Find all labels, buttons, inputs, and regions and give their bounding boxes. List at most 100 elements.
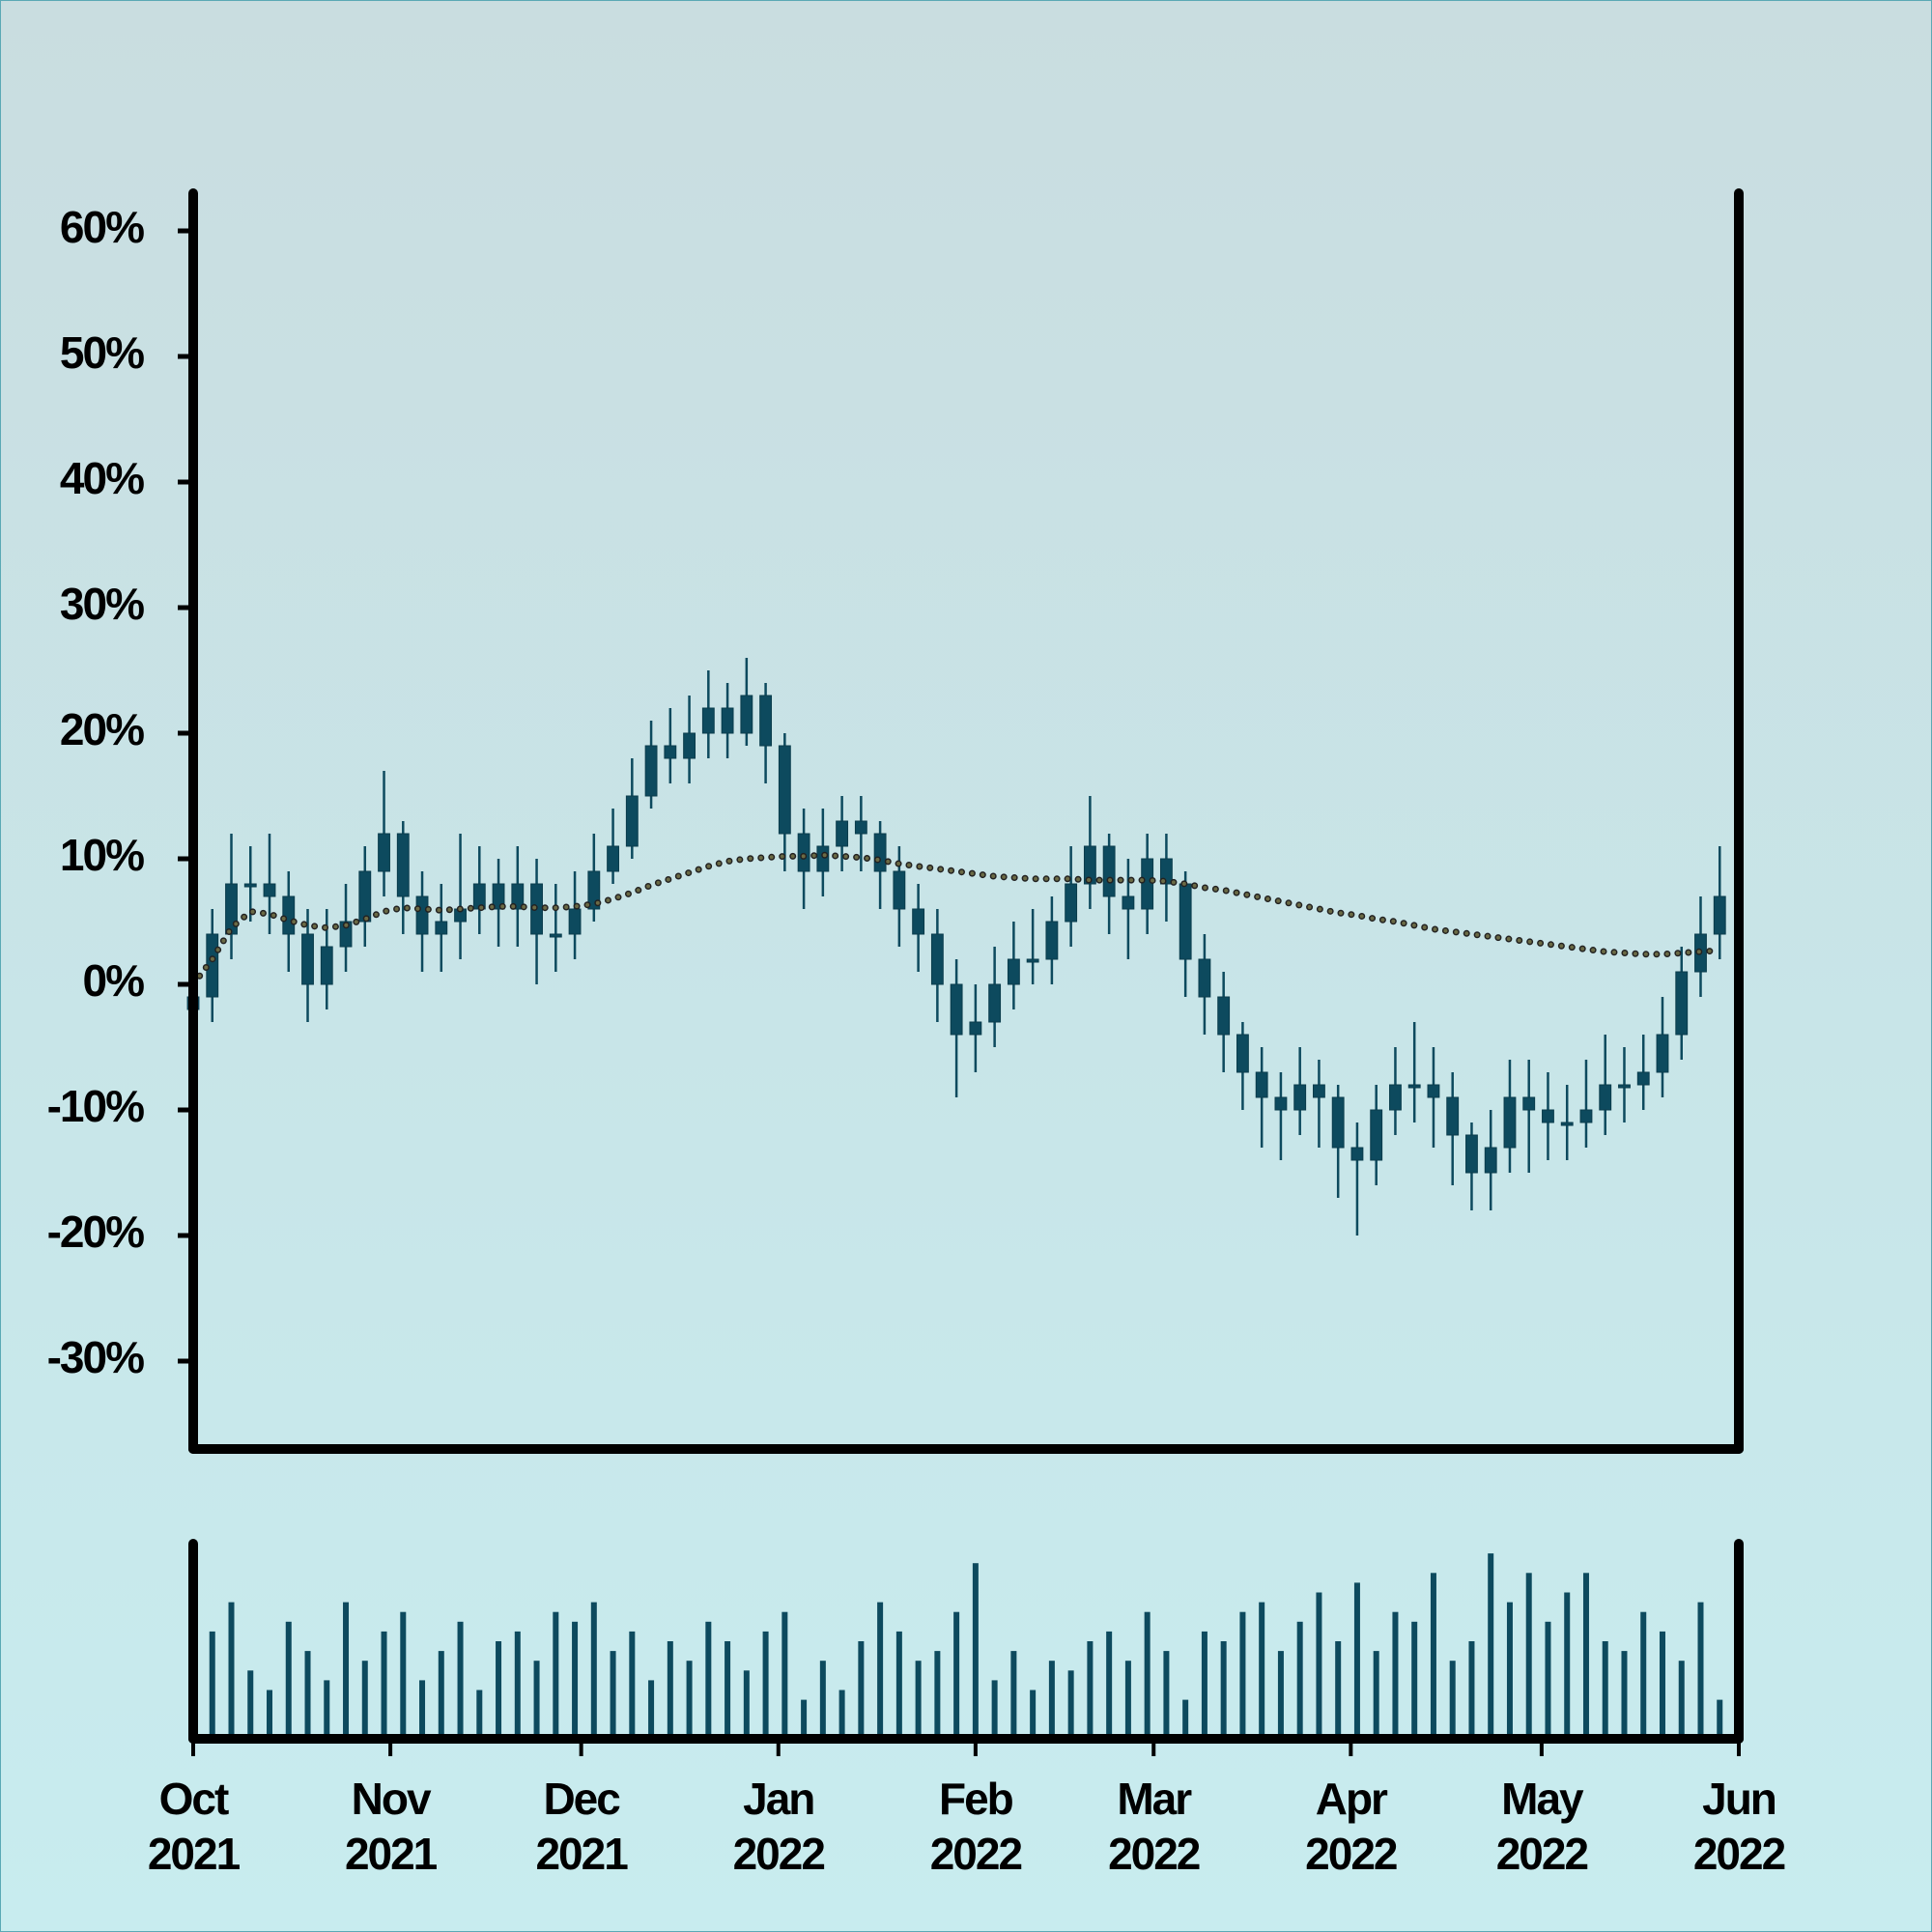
candle-body [1293, 1084, 1307, 1111]
x-tick-label: 2022 [733, 1829, 825, 1879]
candle-body [396, 833, 410, 897]
volume-bar [724, 1641, 731, 1739]
y-tick-label: -20% [47, 1207, 144, 1257]
volume-bar [514, 1631, 521, 1739]
x-tick-label: 2022 [930, 1829, 1022, 1879]
x-tick-label: 2022 [1693, 1829, 1785, 1879]
y-tick-label: 40% [60, 453, 144, 503]
volume-bar [953, 1611, 960, 1739]
x-tick-label: Jan [743, 1774, 813, 1824]
volume-bar [285, 1621, 292, 1739]
volume-bar [1678, 1661, 1685, 1739]
volume-bar [1449, 1661, 1456, 1739]
x-tick-label: Nov [352, 1774, 432, 1824]
candle-body [797, 833, 810, 872]
candle-body [854, 820, 867, 835]
candle-body [1198, 958, 1211, 998]
volume-bar [1621, 1651, 1628, 1739]
candle-body [721, 707, 734, 734]
volume-bar [1373, 1651, 1379, 1739]
volume-bar [1488, 1553, 1494, 1739]
volume-bar [1335, 1641, 1342, 1739]
volume-bar [648, 1680, 655, 1739]
volume-bar [1468, 1641, 1475, 1739]
volume-bar [324, 1680, 330, 1739]
volume-bar [838, 1690, 845, 1739]
candle-body [511, 883, 525, 910]
candle-body [1007, 958, 1020, 985]
volume-bar [801, 1699, 808, 1739]
x-tick-label: Jun [1702, 1774, 1776, 1824]
candle-body [759, 695, 773, 747]
candle-body [1579, 1109, 1593, 1123]
candle-body [1618, 1084, 1631, 1089]
candle-body [912, 908, 925, 935]
candle-body [1713, 895, 1726, 935]
volume-bar [590, 1602, 597, 1739]
candle-body [378, 833, 390, 872]
x-tick-label: 2021 [345, 1829, 438, 1879]
volume-bar [419, 1680, 426, 1739]
volume-bar [496, 1641, 502, 1739]
volume-bar [267, 1690, 273, 1739]
candle-body [873, 833, 887, 872]
candle-body [1522, 1096, 1536, 1111]
candle-body [1636, 1071, 1650, 1086]
volume-bar [1697, 1602, 1704, 1739]
volume-bar [1163, 1651, 1170, 1739]
candle-body [644, 745, 658, 797]
candle-body [1313, 1084, 1325, 1098]
volume-bar [1067, 1670, 1074, 1739]
candle-body [1255, 1071, 1268, 1098]
candle-body [1542, 1109, 1554, 1123]
volume-bar [1087, 1641, 1094, 1739]
volume-bar [915, 1661, 922, 1739]
volume-bar [781, 1611, 788, 1739]
candle-body [740, 695, 753, 734]
volume-bar [304, 1651, 311, 1739]
candle-body [1350, 1147, 1364, 1161]
volume-bar [1296, 1621, 1303, 1739]
volume-bar [1220, 1641, 1227, 1739]
candle-body [664, 745, 677, 759]
candle-body [625, 795, 639, 847]
volume-bar [991, 1680, 998, 1739]
volume-bar [1277, 1651, 1284, 1739]
volume-bar [1048, 1661, 1055, 1739]
candle-body [701, 707, 715, 734]
y-tick-label: -30% [47, 1332, 144, 1382]
x-tick-label: 2021 [535, 1829, 628, 1879]
candle-body [282, 895, 296, 935]
volume-bar [819, 1661, 826, 1739]
candle-body [568, 908, 582, 935]
volume-bar [1545, 1621, 1551, 1739]
volume-bar [533, 1661, 540, 1739]
volume-bar [972, 1563, 979, 1739]
volume-bar [1582, 1573, 1589, 1739]
volume-bar [1392, 1611, 1399, 1739]
volume-bar [1353, 1582, 1360, 1739]
x-tick-label: Oct [159, 1774, 229, 1824]
volume-bar [361, 1661, 368, 1739]
candle-body [1179, 883, 1192, 960]
candle-body [243, 883, 257, 888]
volume-bar [858, 1641, 865, 1739]
candle-body [778, 745, 791, 835]
candle-body [1389, 1084, 1402, 1111]
candle-body [1217, 996, 1231, 1036]
candle-body [930, 933, 944, 985]
volume-bar [1430, 1573, 1436, 1739]
y-tick-label: 0% [83, 955, 145, 1006]
candle-body [1446, 1096, 1460, 1136]
candle-body [549, 933, 562, 938]
candle-body [1122, 895, 1135, 910]
candle-body [320, 946, 333, 985]
x-tick-label: May [1501, 1774, 1584, 1824]
volume-bar [762, 1631, 769, 1739]
volume-bar [1525, 1573, 1532, 1739]
candle-body [1065, 883, 1078, 923]
candle-body [1083, 845, 1096, 885]
volume-bar [1030, 1690, 1037, 1739]
candle-body [1675, 971, 1689, 1036]
candle-body [587, 870, 601, 910]
